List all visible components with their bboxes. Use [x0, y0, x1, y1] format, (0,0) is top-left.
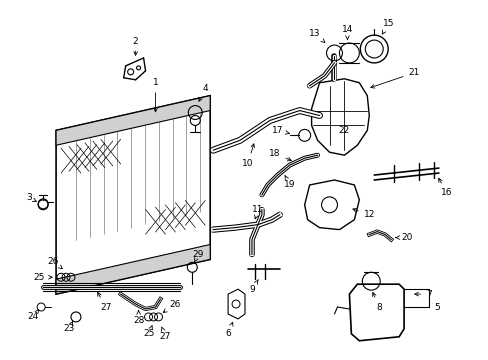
Text: 20: 20: [395, 233, 412, 242]
Text: 8: 8: [372, 293, 381, 311]
Text: 23: 23: [63, 321, 75, 333]
Text: 13: 13: [308, 29, 324, 42]
Text: 29: 29: [192, 250, 203, 262]
Text: 4: 4: [199, 84, 207, 101]
Text: 12: 12: [352, 208, 374, 219]
Text: 25: 25: [142, 326, 154, 338]
Text: 27: 27: [160, 327, 171, 341]
Text: 21: 21: [370, 68, 419, 88]
Text: 2: 2: [133, 37, 138, 55]
Text: 11: 11: [252, 205, 263, 219]
Text: 14: 14: [341, 25, 352, 40]
Polygon shape: [56, 244, 210, 294]
Text: 5: 5: [433, 302, 439, 311]
Text: 25: 25: [33, 273, 52, 282]
Text: 26: 26: [47, 257, 62, 269]
Text: 15: 15: [382, 19, 394, 34]
Text: 22: 22: [338, 126, 349, 135]
Text: 16: 16: [438, 178, 452, 197]
Text: 6: 6: [225, 322, 233, 338]
Text: 27: 27: [98, 292, 111, 311]
Text: 17: 17: [271, 126, 289, 135]
Text: 24: 24: [27, 310, 39, 321]
Text: 18: 18: [268, 149, 291, 161]
Text: 28: 28: [133, 311, 144, 325]
Polygon shape: [56, 96, 210, 145]
Text: 9: 9: [248, 280, 258, 294]
Text: 1: 1: [152, 78, 158, 112]
Text: 10: 10: [242, 144, 254, 168]
Text: 19: 19: [284, 175, 295, 189]
Text: 7: 7: [414, 289, 431, 298]
Text: 3: 3: [26, 193, 36, 202]
Text: 26: 26: [163, 300, 181, 312]
